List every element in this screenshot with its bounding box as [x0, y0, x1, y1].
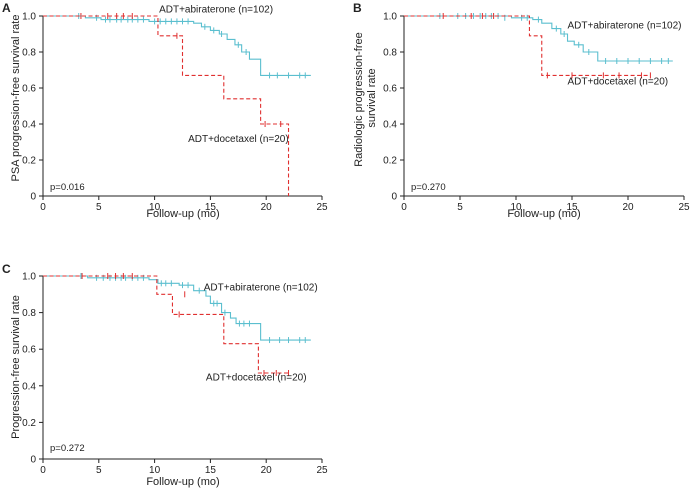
panel-b-plot: 0 5 10 15 20 25 0 0.2 0.4 0.6 0.8 1.0 ADT+abirateron…: [383, 12, 690, 214]
panel-a-plot: 0 5 10 15 20 25 0 0.2 0.4 0.6 0.8 1.0 ADT+abirateron…: [22, 4, 328, 213]
x-tick-label: 15: [205, 465, 217, 476]
km-curve-abiraterone: [404, 15, 673, 62]
panel-a-ylabel: PSA progression-free survival rate: [10, 15, 22, 182]
panel-a-letter: A: [2, 1, 11, 15]
y-tick-label: 1.0: [22, 12, 36, 23]
y-tick-label: 0.4: [22, 381, 36, 392]
panel-a-p-value: p=0.016: [50, 182, 85, 193]
panel-c: C Progression-free survival rate Follow-…: [2, 262, 328, 488]
x-tick-label: 25: [316, 202, 328, 213]
series-label-abiraterone: ADT+abiraterone (n=102): [204, 283, 318, 294]
y-tick-label: 0: [391, 192, 397, 203]
y-tick-label: 0.8: [383, 48, 397, 59]
km-curve-abiraterone: [43, 15, 311, 76]
y-tick-label: 0.8: [22, 48, 36, 59]
x-tick-label: 5: [96, 202, 102, 213]
x-tick-label: 15: [566, 202, 578, 213]
panel-c-letter: C: [2, 262, 11, 276]
y-tick-label: 1.0: [383, 12, 397, 23]
y-tick-label: 0.6: [22, 84, 36, 95]
x-tick-label: 5: [96, 465, 102, 476]
y-tick-label: 0.4: [383, 120, 397, 131]
x-tick-label: 0: [40, 202, 46, 213]
y-tick-label: 0.6: [22, 345, 36, 356]
panel-b-ylabel: Radiologic progression-free survival rat…: [353, 29, 378, 167]
panel-b: B Radiologic progression-free survival r…: [353, 1, 690, 220]
series-label-abiraterone: ADT+abiraterone (n=102): [159, 4, 273, 15]
panel-b-xlabel: Follow-up (mo): [507, 208, 580, 220]
panel-c-plot: 0 5 10 15 20 25 0 0.2 0.4 0.6 0.8 1.0 ADT+abirateron…: [22, 272, 328, 477]
x-tick-label: 20: [622, 202, 634, 213]
panel-a-xlabel: Follow-up (mo): [146, 208, 219, 220]
y-tick-label: 0.2: [22, 418, 36, 429]
y-tick-label: 0.2: [383, 156, 397, 167]
series-label-docetaxel: ADT+docetaxel (n=20): [568, 76, 669, 87]
y-tick-label: 0: [30, 192, 36, 203]
panel-c-p-value: p=0.272: [50, 443, 85, 454]
x-tick-label: 10: [149, 465, 161, 476]
panel-c-xlabel: Follow-up (mo): [146, 476, 219, 488]
km-curve-abiraterone: [43, 275, 311, 341]
panel-a: A PSA progression-free survival rate Fol…: [2, 1, 328, 220]
series-label-docetaxel: ADT+docetaxel (n=20): [188, 134, 289, 145]
y-tick-label: 0.8: [22, 308, 36, 319]
y-tick-label: 0.2: [22, 156, 36, 167]
y-tick-label: 0: [30, 455, 36, 466]
panel-c-ylabel: Progression-free survival rate: [10, 295, 22, 439]
x-tick-label: 25: [316, 465, 328, 476]
panel-b-letter: B: [353, 1, 362, 15]
y-tick-label: 1.0: [22, 272, 36, 283]
x-tick-label: 10: [510, 202, 522, 213]
y-tick-label: 0.6: [383, 84, 397, 95]
x-tick-label: 20: [261, 202, 273, 213]
x-tick-label: 20: [261, 465, 273, 476]
x-tick-label: 0: [40, 465, 46, 476]
km-curve-docetaxel: [404, 15, 651, 76]
x-tick-label: 5: [457, 202, 463, 213]
x-tick-label: 10: [149, 202, 161, 213]
x-tick-label: 15: [205, 202, 217, 213]
series-label-abiraterone: ADT+abiraterone (n=102): [568, 21, 682, 32]
x-tick-label: 0: [401, 202, 407, 213]
x-tick-label: 25: [678, 202, 690, 213]
km-curve-docetaxel: [43, 15, 290, 196]
y-tick-label: 0.4: [22, 120, 36, 131]
panel-b-p-value: p=0.270: [411, 182, 446, 193]
series-label-docetaxel: ADT+docetaxel (n=20): [206, 372, 307, 383]
